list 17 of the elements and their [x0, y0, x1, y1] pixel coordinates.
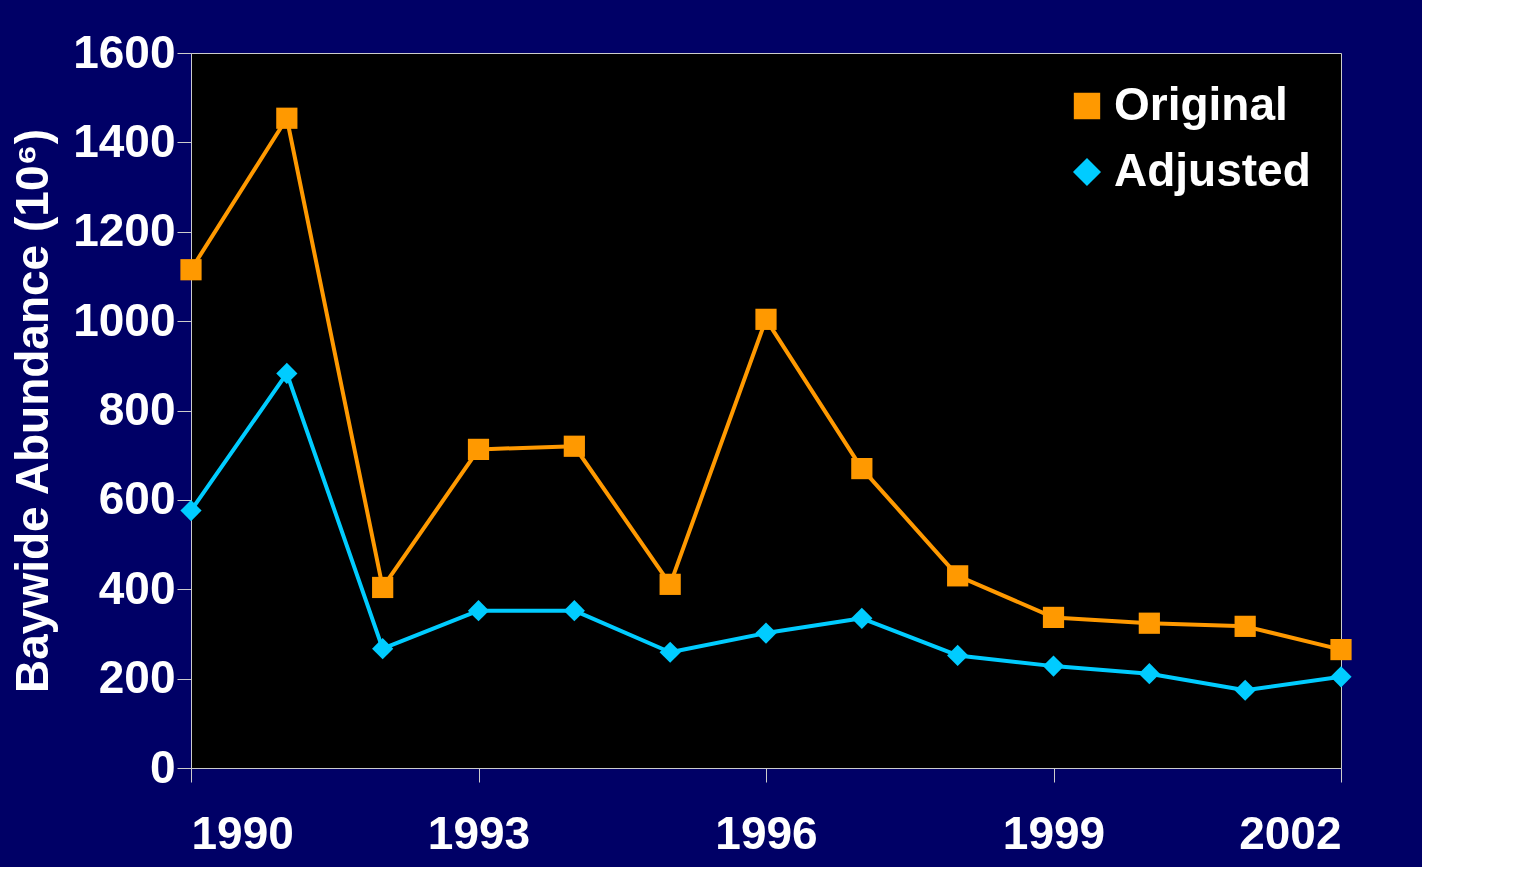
y-tick-label: 200	[98, 651, 176, 704]
legend-label: Adjusted	[1114, 144, 1311, 196]
y-axis-title: Baywide Abundance (10⁶)	[6, 129, 59, 693]
y-tick-label: 0	[149, 740, 176, 793]
y-tick-label: 600	[98, 472, 176, 525]
x-tick-label: 1993	[427, 806, 531, 859]
x-tick-label: 1996	[715, 806, 818, 859]
y-tick-label: 400	[98, 561, 176, 614]
legend-label: Original	[1114, 78, 1288, 130]
y-tick-label: 1400	[73, 114, 176, 167]
x-tick-label: 1990	[191, 806, 294, 859]
y-tick-label: 1000	[73, 293, 176, 346]
x-tick-label: 1999	[1002, 806, 1106, 859]
y-tick-label: 1600	[73, 25, 176, 78]
y-tick-label: 800	[98, 383, 176, 435]
x-tick-label: 2002	[1239, 806, 1342, 859]
y-tick-label: 1200	[73, 204, 176, 257]
